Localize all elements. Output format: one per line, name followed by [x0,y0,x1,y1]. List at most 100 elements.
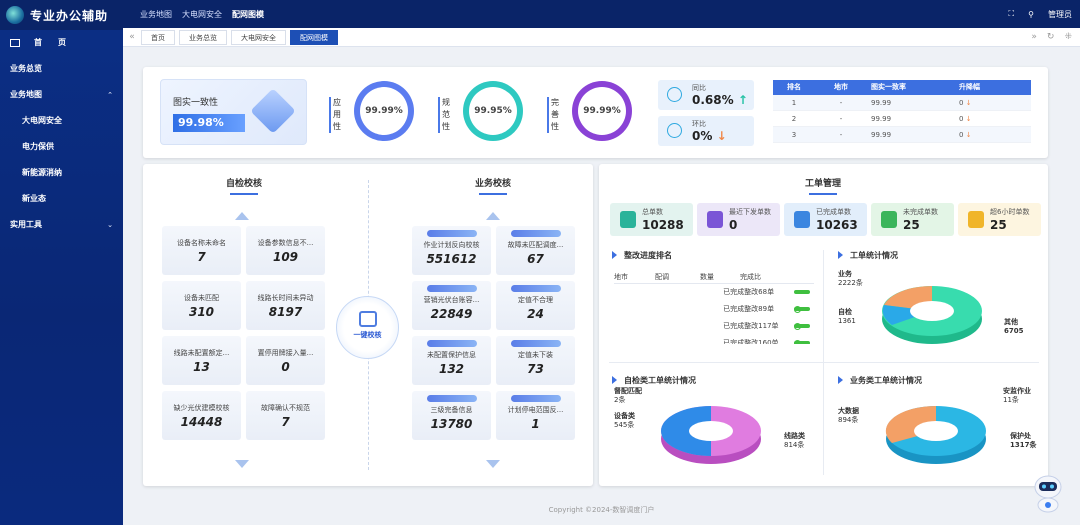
rectify-title: 整改进度排名 [612,250,672,261]
workorder-stat-card[interactable]: 总单数 10288 [610,203,693,236]
check-card[interactable]: 线路未配置额定... 13 [162,336,241,385]
sidebar-item-overview[interactable]: 业务总览 [10,64,42,73]
assistant-robot-icon[interactable] [1031,473,1065,513]
mom-label: 同比 [692,84,706,92]
tab-overview[interactable]: 业务总览 [179,29,227,45]
scroll-down-icon[interactable] [486,460,500,468]
arrow-down-icon: ↓ [965,131,972,139]
check-card-label: 缺少光伏建模校核 [173,404,230,412]
mom-value: 0.68% ↑ [692,93,748,107]
check-card-label: 设备名称未命名 [177,239,226,247]
check-card[interactable]: 定值未下装 73 [496,336,575,385]
check-card[interactable]: 定值不合理 24 [496,281,575,330]
check-card-label: 设备参数信息不... [257,239,314,247]
search-icon[interactable]: ⚲ [1028,9,1034,19]
check-card[interactable]: 故障未匹配调度... 67 [496,226,575,275]
check-card[interactable]: 设备参数信息不... 109 [246,226,325,275]
trend-chart-icon [667,87,682,102]
tab-strip: « 首页 业务总览 大电网安全 配网图模 » ↻ ⁜ [123,28,1080,47]
check-card[interactable]: 置停用牌接入量... 0 [246,336,325,385]
rectify-header: 地市 配调 数量 完成比 [614,270,814,284]
check-card-label: 营销光伏台账容... [423,296,480,304]
rank-row: 1-99.99 0 ↓ [773,95,1031,111]
legend-safety: 安监作业 11条 [1003,387,1031,404]
workorder-stat-card[interactable]: 已完成单数 10263 [784,203,867,236]
card-pill [426,230,477,237]
stat-value: 0 [729,218,738,232]
legend-other: 其他 6705 [1004,318,1024,335]
workorder-stat-card[interactable]: 未完成单数 25 [871,203,954,236]
sidebar-item-new-business[interactable]: 新业态 [22,194,46,203]
progress-bar [794,290,810,294]
check-card[interactable]: 未配置保护信息 132 [412,336,491,385]
check-card[interactable]: 故障确认不规范 7 [246,391,325,440]
rank-table: 排名 地市 图实一致率 升降幅 1-99.99 0 ↓ 2-99.99 0 ↓ 3-99.99… [773,80,1031,143]
tab-distribution-model[interactable]: 配网图模 [290,29,338,45]
check-card[interactable]: 缺少光伏建模校核 14448 [162,391,241,440]
tab-scroll-left-icon[interactable]: « [129,32,135,42]
home-icon [10,39,20,47]
consistency-hero-card: 图实一致性 99.98% [160,79,307,145]
chevron-down-icon: ⌄ [107,221,113,229]
check-card[interactable]: 设备未匹配 310 [162,281,241,330]
biz-chart-title: 业务类工单统计情况 [838,375,922,386]
globe-logo-icon [6,6,24,24]
hero-value: 99.98% [173,114,245,132]
scroll-up-icon[interactable] [235,212,249,220]
sidebar-item-home[interactable]: 首 页 [0,30,123,56]
card-pill [510,230,561,237]
scroll-down-icon[interactable] [235,460,249,468]
card-pill [426,285,477,292]
one-key-check-button[interactable]: 一键校核 [336,296,399,359]
self-check-title: 自检校核 [204,176,284,195]
stat-value: 25 [903,218,920,232]
check-card-label: 三级完备信息 [430,406,473,414]
check-card[interactable]: 线路长时间未异动 8197 [246,281,325,330]
fullscreen-icon[interactable]: ⛶ [1008,9,1015,18]
grid-menu-icon[interactable]: ⁜ [1064,32,1072,42]
card-pill [510,340,561,347]
topnav-grid-safety[interactable]: 大电网安全 [182,9,222,19]
tab-home[interactable]: 首页 [141,29,175,45]
scroll-up-icon[interactable] [486,212,500,220]
check-card-value: 7 [197,250,206,264]
refresh-icon[interactable]: ↻ [1046,32,1055,42]
rectify-row: 已完成整改160单 [614,335,814,344]
card-pill [510,285,561,292]
check-card-label: 故障确认不规范 [261,404,310,412]
user-name[interactable]: 管理员 [1048,9,1072,19]
workorder-stat-card[interactable]: 超6小时单数 25 [958,203,1041,236]
rectify-table: 地市 配调 数量 完成比 已完成整改68单 已完成整改89单 已完成整改117单 已完成整改… [614,270,814,344]
check-card-value: 67 [527,252,544,266]
topnav-business-map[interactable]: 业务地图 [140,9,172,19]
card-pill [510,395,561,402]
sidebar-item-tools[interactable]: 实用工具 ⌄ [0,212,123,238]
check-card-value: 7 [281,415,290,429]
app-logo: 专业办公辅助 [0,0,123,30]
check-card[interactable]: 三级完备信息 13780 [412,391,491,440]
check-card[interactable]: 计划停电范围反... 1 [496,391,575,440]
workorder-stat-card[interactable]: 最近下发单数 0 [697,203,780,236]
check-card-label: 线路未配置额定... [173,349,230,357]
check-card[interactable]: 设备名称未命名 7 [162,226,241,275]
check-card-label: 故障未匹配调度... [507,241,564,249]
check-card[interactable]: 营销光伏台账容... 22849 [412,281,491,330]
tab-scroll-right-icon[interactable]: » [1031,32,1037,42]
sidebar-item-business-map[interactable]: 业务地图 ⌃ [0,82,123,108]
sidebar-item-power-supply[interactable]: 电力保供 [22,142,54,151]
check-card-label: 计划停电范围反... [507,406,564,414]
topnav-distribution-model[interactable]: 配网图模 [232,9,264,19]
top-navbar: 业务地图 大电网安全 配网图模 ⛶ ⚲ 管理员 [123,0,1080,28]
tab-grid-safety[interactable]: 大电网安全 [231,29,286,45]
ring-standard: 99.95% [463,81,523,141]
sidebar-item-new-energy[interactable]: 新能源消纳 [22,168,62,177]
card-pill [426,340,477,347]
check-card-label: 设备未匹配 [184,294,219,302]
check-card[interactable]: 作业计划反向校核 551612 [412,226,491,275]
sidebar-item-grid-safety[interactable]: 大电网安全 [22,116,62,125]
rank-row: 3-99.99 0 ↓ [773,127,1031,143]
rectify-row: 已完成整改117单 [614,318,814,344]
footer-copyright: Copyright ©2024-数智调度门户 [548,506,655,514]
cube-illustration-icon [250,88,296,134]
ring-label-complete: 完善性 [547,97,559,133]
